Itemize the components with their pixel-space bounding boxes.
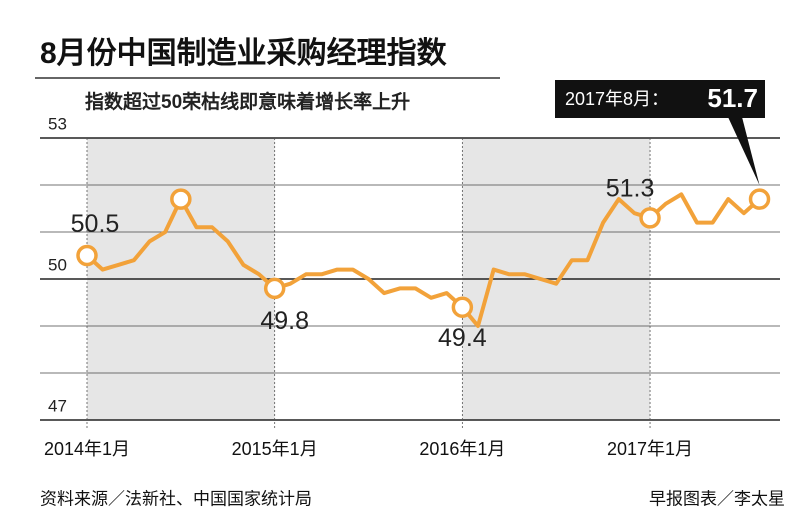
point: [451, 296, 474, 318]
y-tick-label: 50: [48, 255, 67, 274]
x-tick-label: 2015年1月: [232, 439, 318, 459]
value-label: 49.8: [260, 307, 309, 335]
plot: 47 50 53 2014年1月 2015年1月 2016年1月 2017年1月 2017年8…: [40, 80, 780, 459]
value-label: 50.5: [71, 210, 120, 238]
credit: 早报图表／李太星: [649, 489, 785, 508]
annotation-label: 2017年8月：: [565, 89, 669, 109]
annotation-pointer: [728, 117, 760, 186]
value-label: 49.4: [438, 324, 487, 352]
annotation-value: 51.7: [707, 83, 758, 113]
annotation-box: [555, 80, 765, 118]
value-label: 51.3: [606, 175, 655, 203]
chart-title: 8月份中国制造业采购经理指数: [40, 36, 448, 70]
chart-subtitle: 指数超过50荣枯线即意味着增长率上升: [85, 90, 410, 113]
point: [170, 188, 192, 210]
y-tick-label: 47: [48, 396, 67, 415]
point: [639, 207, 661, 229]
x-tick-label: 2014年1月: [44, 439, 130, 459]
x-tick-label: 2017年1月: [607, 439, 693, 459]
point: [748, 188, 771, 210]
source: 资料来源／法新社、中国国家统计局: [40, 489, 312, 508]
point: [263, 277, 286, 300]
x-tick-label: 2016年1月: [419, 439, 505, 459]
point: [76, 244, 98, 267]
y-tick-label: 53: [48, 114, 67, 133]
